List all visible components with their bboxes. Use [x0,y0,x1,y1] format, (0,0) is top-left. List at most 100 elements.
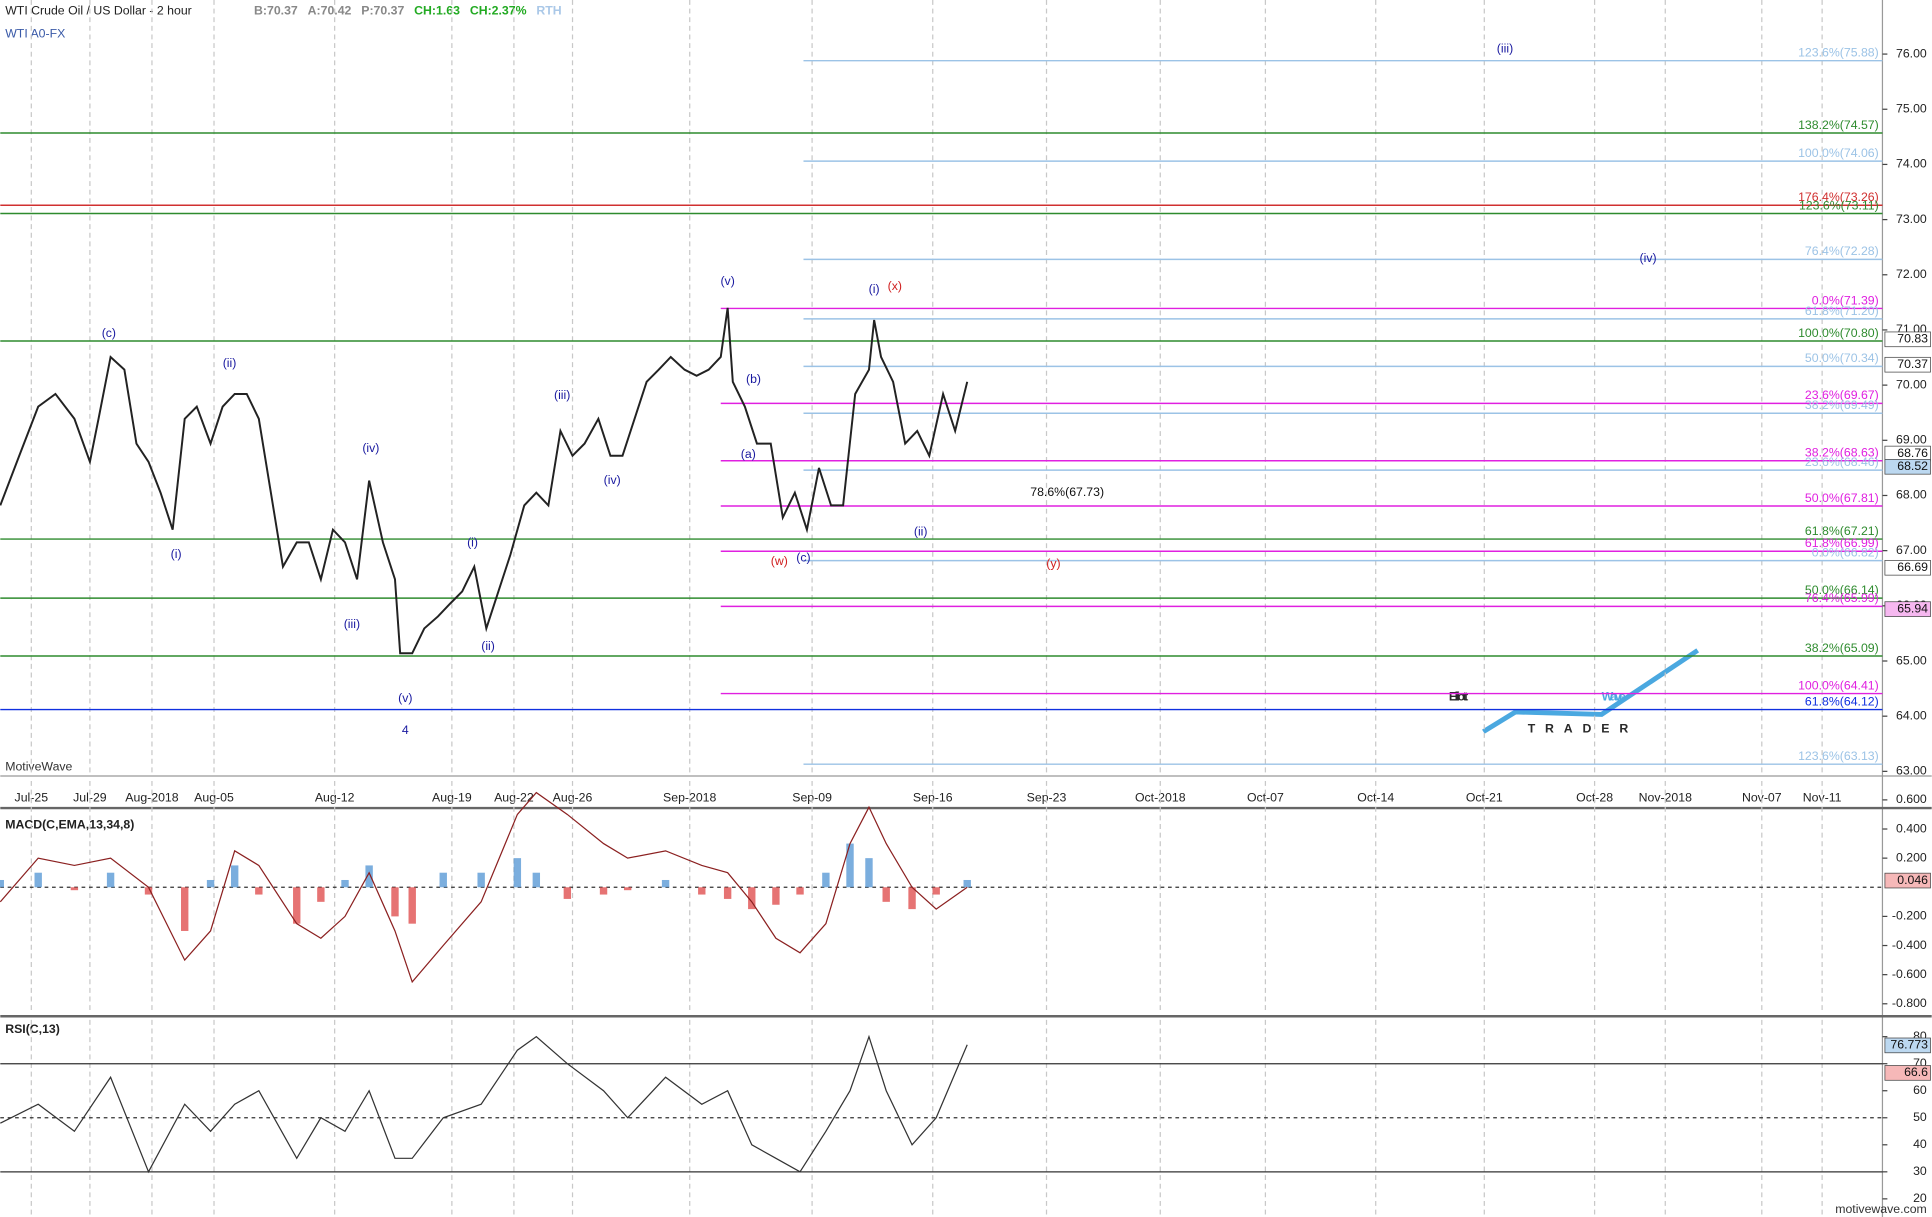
x-tick-label: Nov-2018 [1639,790,1692,804]
price-badge [1884,331,1931,348]
price-badge [1884,559,1931,576]
y-tick-label: 67.00 [1896,543,1927,557]
y-tick-label: 40 [1913,1137,1927,1151]
wave-label: (c) [102,326,116,340]
price-badge-label: 65.94 [1897,601,1928,615]
quote-item: RTH [536,3,561,17]
histogram-bar [439,872,447,888]
wave-label: (v) [720,274,734,288]
histogram-bar [599,887,608,895]
x-tick-label: Sep-23 [1027,790,1067,804]
data-line [0,307,969,655]
quote-item: A:70.42 [308,3,352,17]
y-tick-label: 60 [1913,1083,1927,1097]
histogram-bar [513,858,522,888]
logo-text: Elliott [1449,689,1468,703]
histogram-bar [70,887,79,891]
wave-label: (w) [771,554,788,568]
x-tick-label: Oct-28 [1576,790,1613,804]
logo-text: TRADER [1528,721,1638,735]
histogram-bar [822,872,830,888]
fib-level-label: 50.0%(70.34) [1805,351,1879,365]
y-tick-label: 72.00 [1896,267,1927,281]
wave-label: (ii) [481,639,495,653]
y-tick-label: 73.00 [1896,212,1927,226]
y-tick-label: 30 [1913,1164,1927,1178]
wave-label: (x) [888,279,902,293]
fib-level-label: 76.4%(65.99) [1805,591,1879,605]
histogram-bar [206,879,215,888]
fib-level-label: 50.0%(66.14) [1805,583,1879,597]
wave-label: (iii) [344,617,360,631]
wave-label: (i) [171,547,182,561]
wave-label: (v) [398,691,412,705]
y-tick-label: 0.600 [1896,792,1927,806]
quote-item: B:70.37 [254,3,298,17]
fib-level-label: 100.0%(70.80) [1798,326,1879,340]
fib-level-label: 100.0%(64.41) [1798,678,1879,692]
wave-label: (b) [746,372,761,386]
wave-label: (ii) [914,525,928,539]
histogram-bar [341,879,349,888]
histogram-bar [723,887,732,899]
x-tick-label: Oct-07 [1247,790,1284,804]
x-tick-label: Nov-07 [1742,790,1782,804]
fib-level-label: 61.8%(66.99) [1805,536,1879,550]
wave-label: (iii) [554,388,570,402]
histogram-bar [796,887,804,895]
wave-label: (iv) [362,441,379,455]
data-line [0,1034,968,1174]
x-tick-label: Jul-25 [15,790,49,804]
histogram-bar [748,887,756,910]
histogram-bar [255,887,263,895]
histogram-bar [106,872,115,888]
price-badge-label: 70.37 [1897,357,1928,371]
wave-label: (iii) [1497,41,1513,55]
y-tick-label: -0.400 [1892,938,1927,952]
fib-level-label: 123.6%(63.13) [1798,749,1879,763]
histogram-bar [532,872,541,888]
wave-label: 78.6%(67.73) [1030,485,1104,499]
fib-level-label: 100.0%(74.06) [1798,146,1879,160]
wave-label: (a) [741,447,756,461]
fib-level-label: 61.8%(67.21) [1805,524,1879,538]
y-tick-label: 64.00 [1896,708,1927,722]
y-tick-label: 63.00 [1896,764,1927,778]
histogram-bar [846,843,854,888]
histogram-bar [293,887,301,924]
fib-level-label: 123.6%(75.88) [1798,46,1879,60]
x-tick-label: Aug-19 [432,790,472,804]
wave-label: (i) [467,536,478,550]
logo-swoosh [1482,648,1700,734]
fib-level-label: 176.4%(73.26) [1798,190,1879,204]
y-tick-label: 76.00 [1896,46,1927,60]
y-tick-label: 20 [1913,1191,1927,1205]
price-badge [1884,601,1931,617]
price-badge [1884,459,1931,475]
histogram-bar [477,872,485,888]
y-tick-label: 0.400 [1896,821,1927,835]
fib-level-label: 123.6%(73.11) [1799,198,1879,212]
x-tick-label: Oct-14 [1357,790,1394,804]
histogram-bar [34,872,42,888]
chart-subtitle: WTI A0-FX [5,27,65,41]
y-tick-label: -0.600 [1892,967,1927,981]
fib-level-label: 61.8%(71.20) [1805,304,1879,318]
y-tick-label: 68.00 [1896,488,1927,502]
histogram-bar [908,887,916,910]
x-tick-label: Aug-22 [494,790,534,804]
histogram-bar [391,887,399,917]
histogram-bar [623,887,632,891]
wave-label: (c) [796,551,810,565]
x-tick-label: Sep-09 [792,790,832,804]
chart-title: WTI Crude Oil / US Dollar - 2 hour [5,3,192,17]
histogram-bar [144,887,153,895]
wave-label: (iv) [1639,251,1656,265]
price-badge [1884,356,1931,373]
price-badge-label: 68.76 [1897,446,1928,460]
y-tick-label: -0.200 [1892,909,1927,923]
y-tick-label: 75.00 [1896,101,1927,115]
y-tick-label: 69.00 [1896,433,1927,447]
fib-level-label: 23.6%(69.67) [1805,388,1879,402]
x-tick-label: Jul-29 [73,790,107,804]
